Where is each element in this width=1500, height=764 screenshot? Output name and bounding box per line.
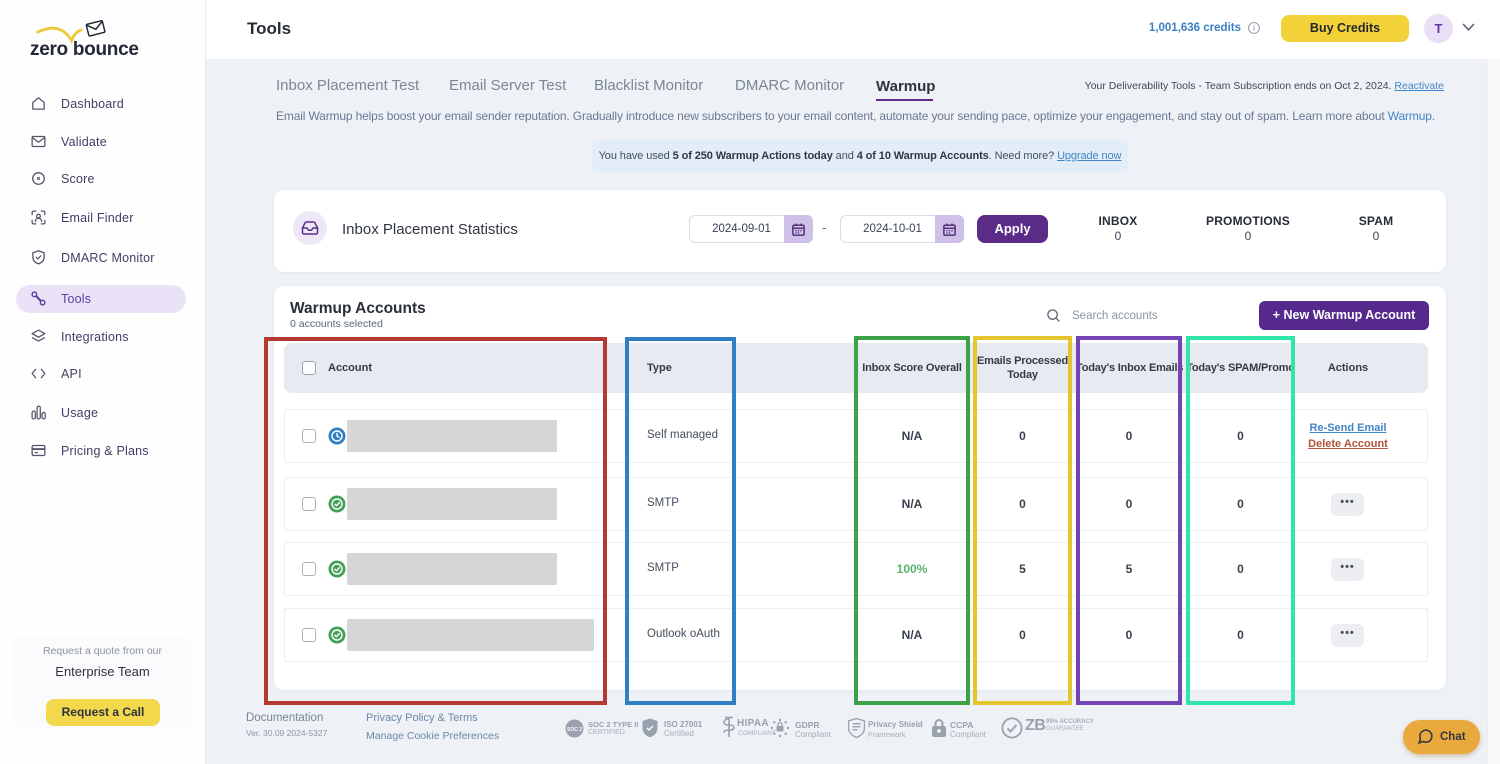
svg-text:zero bounce: zero bounce	[30, 39, 139, 60]
svg-text:SOC 2: SOC 2	[567, 727, 582, 733]
